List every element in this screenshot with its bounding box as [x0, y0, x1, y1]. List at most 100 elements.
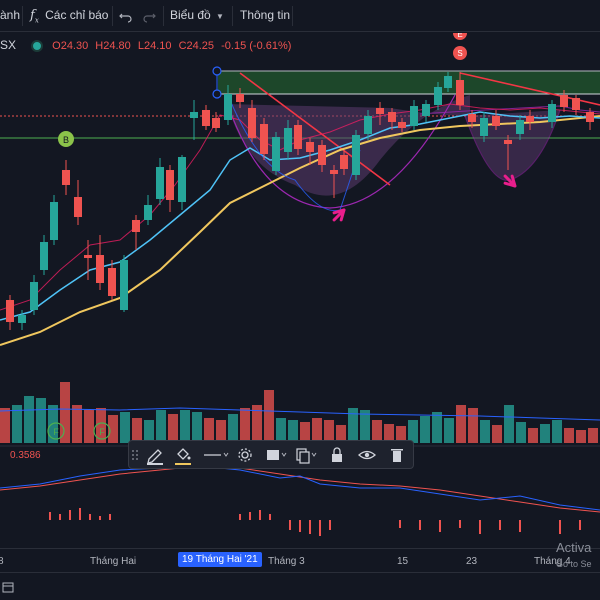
candle[interactable]	[560, 90, 568, 112]
candle[interactable]	[178, 155, 186, 210]
candle[interactable]	[62, 160, 70, 195]
sell-marker[interactable]: S	[453, 46, 467, 60]
candle[interactable]	[410, 100, 418, 130]
exit-marker[interactable]: E	[453, 33, 467, 40]
candle[interactable]	[434, 82, 442, 110]
candle[interactable]	[84, 240, 92, 280]
svg-text:B: B	[63, 135, 69, 145]
candle[interactable]	[166, 165, 174, 212]
candle[interactable]	[156, 158, 164, 205]
svg-text:S: S	[457, 49, 462, 58]
candle[interactable]	[456, 72, 464, 110]
info-button[interactable]: Thông tin	[240, 8, 291, 22]
settings-button[interactable]	[233, 444, 257, 466]
candle[interactable]	[388, 108, 396, 130]
candle[interactable]	[444, 72, 452, 92]
undo-icon	[119, 13, 132, 23]
zone-anchor-handle[interactable]	[212, 66, 222, 76]
status-dot-icon	[31, 40, 44, 53]
indicators-label: Các chỉ báo	[45, 8, 109, 22]
candle[interactable]	[248, 100, 256, 142]
candle[interactable]	[132, 215, 140, 250]
lock-button[interactable]	[325, 444, 349, 466]
zone-anchor-handle[interactable]	[212, 89, 222, 99]
candle[interactable]	[74, 180, 82, 225]
candle[interactable]	[330, 165, 338, 198]
candle[interactable]	[50, 195, 58, 245]
candle[interactable]	[480, 112, 488, 142]
time-axis[interactable]: 8 Tháng Hai 19 Tháng Hai '21 Tháng 3 15 …	[0, 548, 600, 572]
candle[interactable]	[306, 138, 314, 165]
redo-button[interactable]	[142, 0, 158, 31]
candle[interactable]	[398, 118, 406, 132]
candle[interactable]	[190, 100, 198, 140]
candle[interactable]	[144, 195, 152, 225]
calendar-goto-button[interactable]	[2, 580, 14, 593]
candle[interactable]	[526, 110, 534, 130]
candle[interactable]	[236, 88, 244, 108]
candle[interactable]	[6, 295, 14, 330]
fill-color-button[interactable]	[171, 444, 195, 466]
trash-icon	[391, 449, 403, 462]
arrow-annotation[interactable]	[502, 173, 519, 190]
cup-arc[interactable]	[224, 94, 456, 209]
change-value: -0.15 (-0.61%)	[221, 40, 292, 52]
delete-button[interactable]	[385, 444, 409, 466]
pencil-icon	[147, 449, 163, 465]
candle[interactable]	[120, 255, 128, 312]
candle[interactable]	[422, 100, 430, 122]
candle[interactable]	[18, 310, 26, 330]
chart-type-button[interactable]: Biểu đồ ▼	[170, 0, 224, 31]
drawing-toolbar[interactable]	[128, 440, 414, 469]
candle[interactable]	[30, 275, 38, 315]
candle[interactable]	[272, 132, 280, 175]
pencil-button[interactable]	[143, 444, 167, 466]
candle[interactable]	[468, 110, 476, 128]
candle[interactable]	[202, 105, 210, 130]
candle[interactable]	[340, 150, 348, 175]
trendline-down[interactable]	[239, 72, 391, 186]
candle[interactable]	[40, 235, 48, 275]
visibility-button[interactable]	[355, 444, 379, 466]
candle[interactable]	[548, 100, 556, 128]
candle[interactable]	[96, 235, 104, 290]
candle[interactable]	[492, 110, 500, 130]
time-tick: Tháng 3	[268, 556, 305, 567]
indicators-button[interactable]: fx Các chỉ báo	[30, 0, 110, 31]
candle[interactable]	[516, 115, 524, 140]
toolbar-partial-item[interactable]: ành	[0, 8, 21, 22]
candle[interactable]	[364, 110, 372, 140]
volume-bars	[0, 382, 598, 443]
undo-button[interactable]	[119, 0, 135, 31]
buy-marker[interactable]: B	[58, 131, 74, 147]
band-line	[229, 99, 361, 212]
drag-handle-icon[interactable]	[129, 444, 141, 466]
candle[interactable]	[376, 102, 384, 125]
toolbar-separator	[112, 6, 113, 26]
svg-text:F: F	[99, 427, 105, 437]
price-chart[interactable]: B E S	[0, 33, 600, 548]
candle[interactable]	[504, 135, 512, 170]
bottom-bar	[0, 572, 600, 600]
candle[interactable]	[284, 120, 292, 160]
symbol-label[interactable]: SX	[0, 38, 17, 52]
resistance-zone[interactable]	[218, 71, 600, 94]
moving-average-long	[0, 115, 600, 346]
candle[interactable]	[572, 95, 580, 115]
candle[interactable]	[212, 112, 220, 132]
f-marker[interactable]: F	[47, 422, 65, 440]
candle[interactable]	[224, 85, 232, 125]
candle[interactable]	[294, 120, 302, 155]
candle[interactable]	[108, 260, 116, 300]
clone-button[interactable]	[293, 444, 319, 466]
line-style-button[interactable]	[201, 444, 231, 466]
arrow-annotation[interactable]	[331, 206, 348, 223]
watermark-title: Activa	[556, 540, 592, 555]
f-marker[interactable]: F	[93, 422, 111, 440]
candle[interactable]	[260, 118, 268, 160]
candle[interactable]	[352, 130, 360, 180]
layers-button[interactable]	[263, 444, 289, 466]
candle[interactable]	[318, 140, 326, 172]
candles[interactable]	[6, 72, 594, 330]
candle[interactable]	[586, 108, 594, 130]
